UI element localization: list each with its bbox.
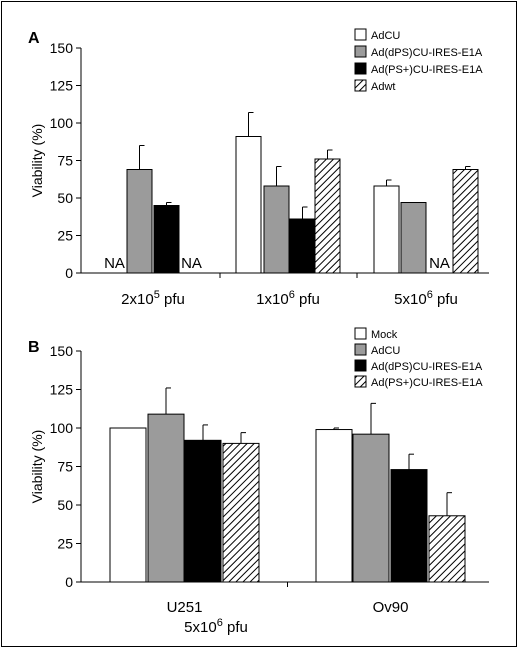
panel-a-category-label: 5x106 pfu [394,289,458,308]
panel-b-category-label: Ov90 [373,599,409,616]
panel-a-legend-swatch [354,28,367,41]
panel-b-bar [390,469,428,583]
panel-b-y-tick-label: 0 [65,574,73,590]
panel-a-y-axis-title: Viability (%) [29,124,45,198]
panel-b-bar [315,429,353,583]
panel-a-y-tick-label: 100 [50,115,74,131]
panel-a-legend-label: Adwt [371,81,395,93]
panel-a-y-tick-label: 150 [50,40,74,56]
panel-a-legend-label: Ad(dPS)CU-IRES-E1A [371,47,483,59]
panel-b-bar [109,427,147,583]
panel-a-bar [263,185,290,274]
panel-b-legend-label: Mock [371,329,398,341]
panel-a-y-tick-label: 125 [50,78,74,94]
panel-a-na-label: NA [104,255,125,272]
panel-a-category-label: 2x105 pfu [121,289,185,308]
panel-b-legend-label: AdCU [371,345,400,357]
panel-a-label: A [28,30,40,47]
panel-b-y-tick-label: 25 [57,536,73,552]
panel-b-label: B [28,339,40,356]
panel-b-y-tick-label: 50 [57,497,73,513]
panel-a-bar [126,169,153,274]
panel-a-bar [153,205,180,274]
panel-a-bar [235,136,262,274]
panel-b-legend-label: Ad(dPS)CU-IRES-E1A [371,361,483,373]
panel-a-legend-label: Ad(PS+)CU-IRES-E1A [371,64,483,76]
panel-a-bar [400,202,427,274]
panel-b-legend-swatch [354,375,367,388]
panel-b-bar [352,433,390,583]
panel-b-legend-swatch [354,359,367,372]
panel-b-legend-swatch [354,327,367,340]
panel-b-category-label: U251 [167,599,203,616]
panel-a-na-label: NA [181,255,202,272]
panel-a-y-tick-label: 0 [65,265,73,281]
panel-a-legend-swatch [354,79,367,92]
panel-a-na-label: NA [429,255,450,272]
panel-a-y-tick-label: 25 [57,228,73,244]
panel-a-legend-swatch [354,45,367,58]
panel-a-category-label: 1x106 pfu [256,289,320,308]
panel-a-bar [289,218,316,274]
panel-a-bar [452,169,479,274]
panel-b-y-tick-label: 125 [50,382,74,398]
panel-a-bar [373,185,400,274]
panel-b-bar [222,442,260,583]
panel-b-y-tick-label: 100 [50,420,74,436]
panel-a-bar [314,158,341,274]
panel-b-legend-label: Ad(PS+)CU-IRES-E1A [371,377,483,389]
panel-a-y-tick-label: 75 [57,153,73,169]
panel-b-y-tick-label: 150 [50,343,74,359]
panel-a-legend-label: AdCU [371,30,400,42]
panel-b-bar [147,413,185,583]
panel-b-y-tick-label: 75 [57,459,73,475]
panel-b-y-axis-title: Viability (%) [29,430,45,504]
panel-b-legend-swatch [354,343,367,356]
panel-b-bar [428,515,466,583]
panel-a-legend-swatch [354,62,367,75]
panel-a-y-tick-label: 50 [57,190,73,206]
panel-b-bar [184,439,222,583]
panel-b-x-axis-title: 5x106 pfu [184,617,248,636]
